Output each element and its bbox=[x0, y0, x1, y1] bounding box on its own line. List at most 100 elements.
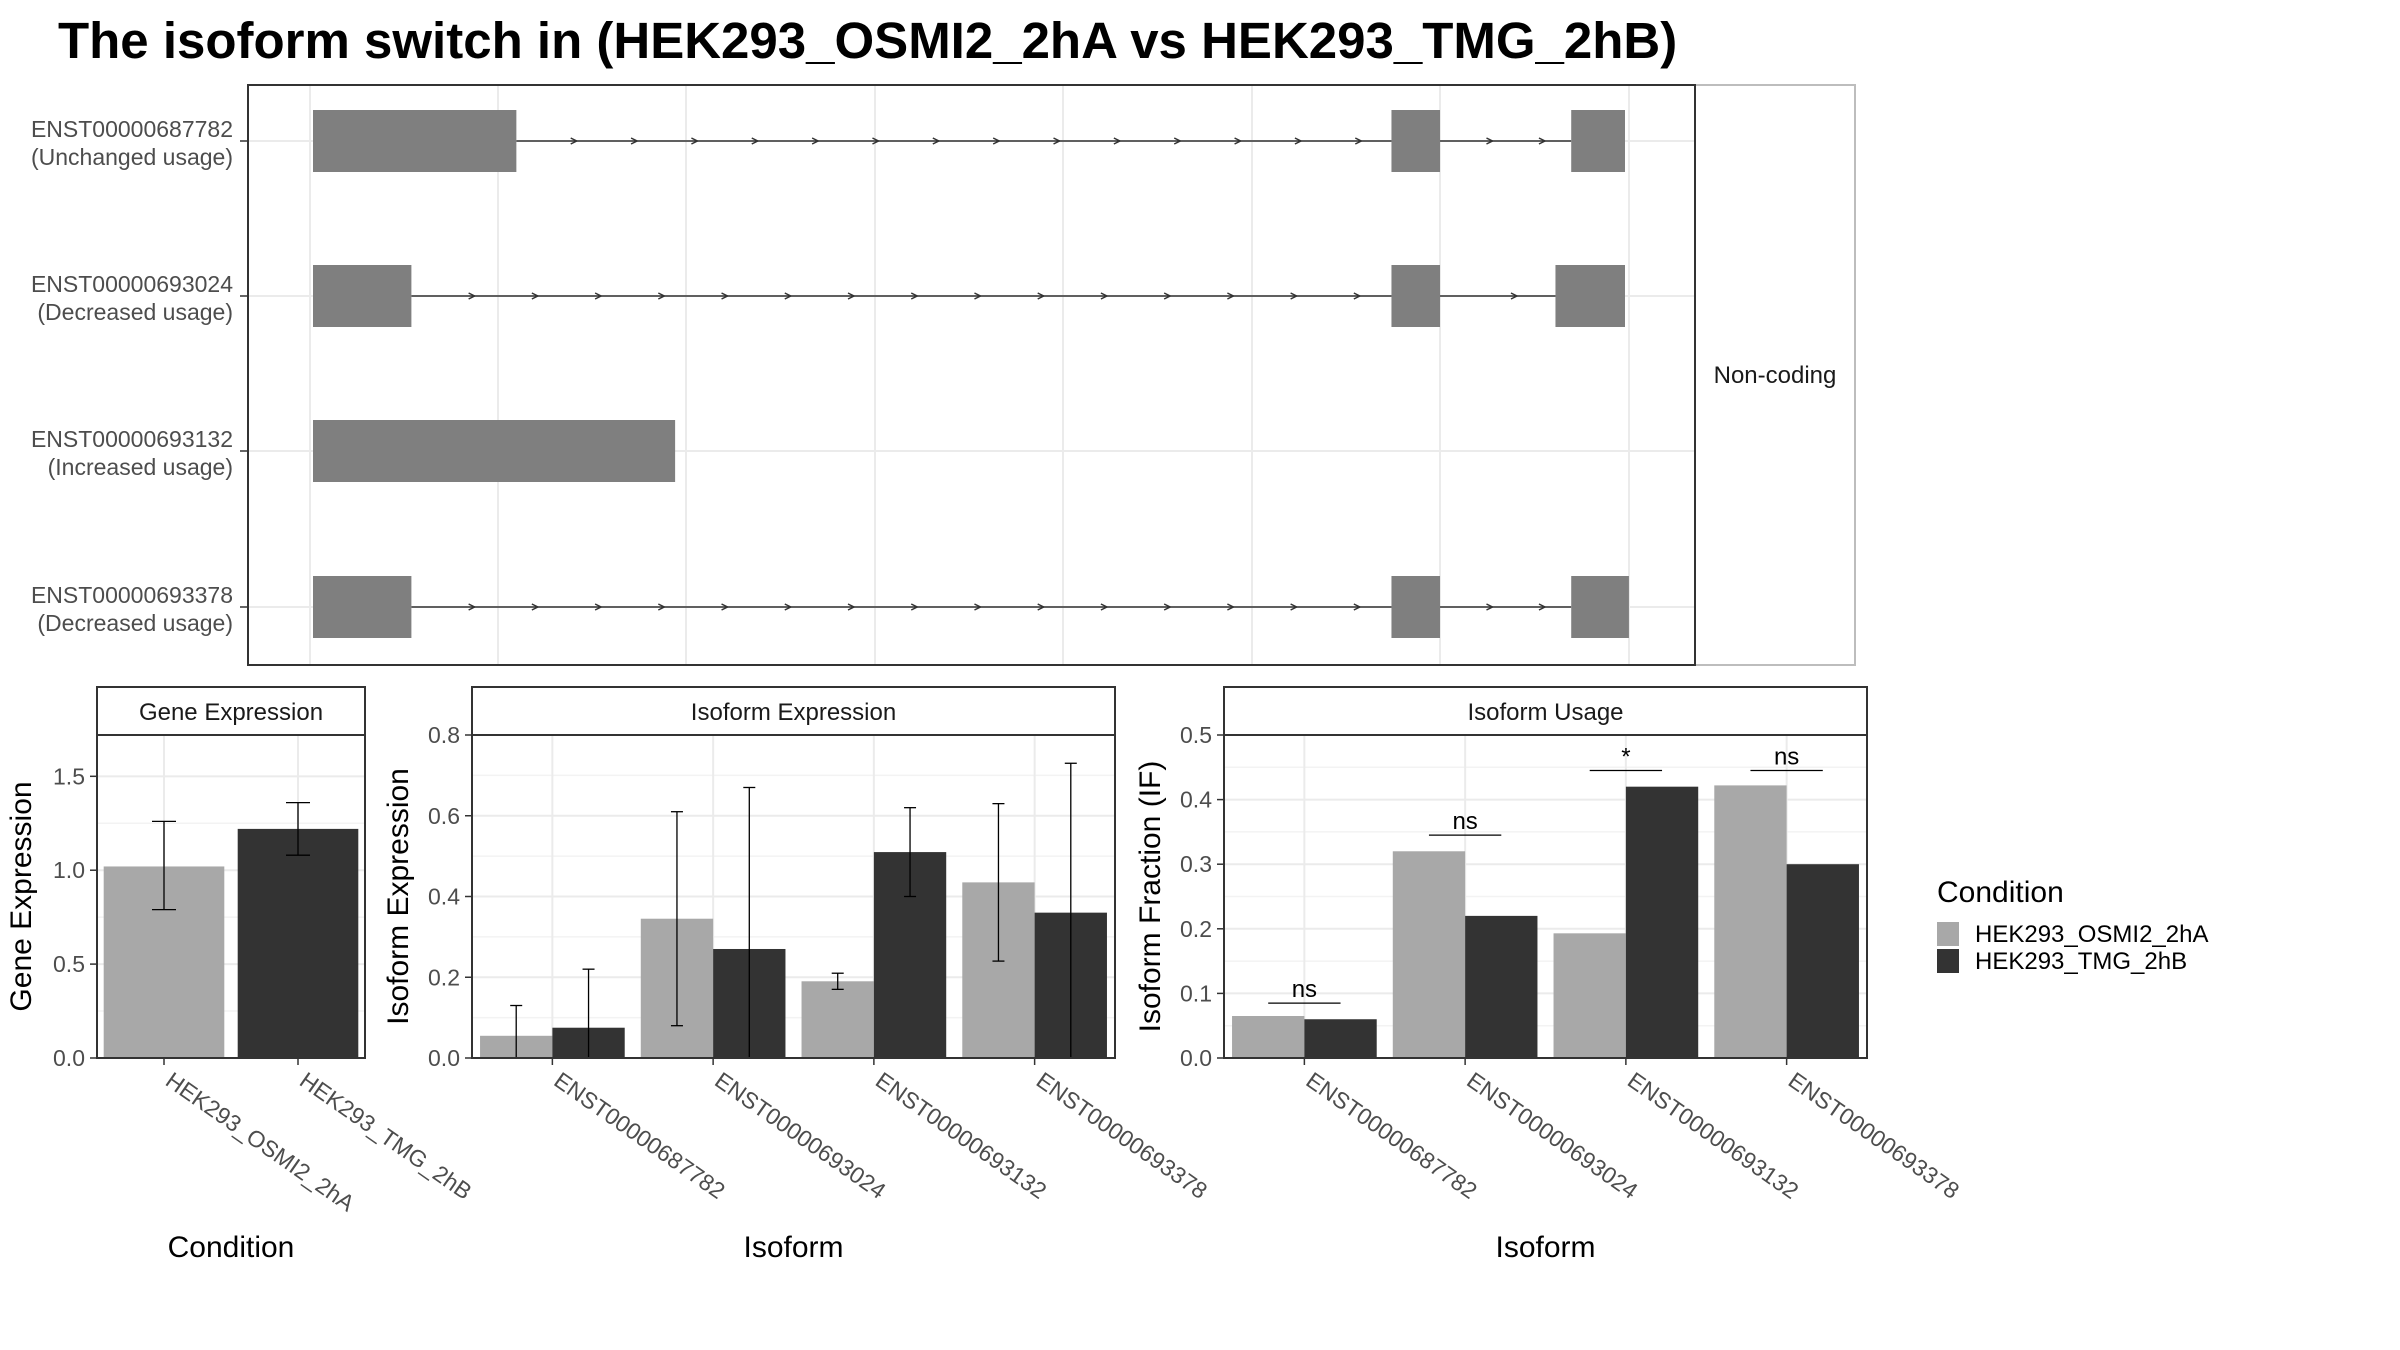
x-tick-label: ENST00000693024 bbox=[1462, 1067, 1643, 1204]
bar bbox=[1714, 785, 1787, 1058]
intron-arrow bbox=[1538, 603, 1547, 611]
intron-arrow bbox=[1538, 137, 1547, 145]
intron-arrow bbox=[1353, 292, 1362, 300]
intron-arrow bbox=[910, 292, 919, 300]
intron-arrow bbox=[721, 292, 730, 300]
plot-border bbox=[1223, 734, 1868, 1059]
intron-arrow bbox=[630, 137, 639, 145]
legend-label: HEK293_TMG_2hB bbox=[1975, 948, 2187, 975]
x-tick-label: ENST00000693378 bbox=[1032, 1067, 1212, 1204]
intron-arrow bbox=[691, 137, 700, 145]
intron-arrow bbox=[1173, 137, 1182, 145]
intron-arrow bbox=[531, 292, 540, 300]
significance-label: ns bbox=[1452, 808, 1477, 835]
facet-label: Non-coding bbox=[1714, 362, 1837, 389]
intron-arrow bbox=[657, 292, 666, 300]
intron-arrow bbox=[1290, 603, 1299, 611]
y-tick-label: 0.0 bbox=[428, 1045, 460, 1071]
y-tick-label: 0.5 bbox=[1180, 722, 1212, 748]
exon bbox=[1391, 265, 1441, 327]
intron-arrow bbox=[1053, 137, 1062, 145]
strip-header bbox=[1223, 686, 1868, 736]
intron-arrow bbox=[468, 603, 477, 611]
plot-border bbox=[96, 734, 366, 1059]
y-tick-label: 0.1 bbox=[1180, 980, 1212, 1006]
intron-arrow bbox=[1353, 603, 1362, 611]
intron-arrow bbox=[468, 292, 477, 300]
x-axis-title: Isoform bbox=[1495, 1231, 1595, 1264]
exon bbox=[313, 265, 412, 327]
bar bbox=[1625, 786, 1699, 1058]
legend-title: Condition bbox=[1937, 876, 2064, 909]
significance-label: * bbox=[1621, 744, 1630, 771]
intron-arrow bbox=[1234, 137, 1243, 145]
x-tick-label: ENST00000693132 bbox=[871, 1067, 1051, 1204]
intron-arrow bbox=[657, 603, 666, 611]
intron-arrow bbox=[872, 137, 881, 145]
exon bbox=[313, 576, 412, 638]
strip-title: Gene Expression bbox=[139, 699, 323, 726]
x-tick-label: ENST00000687782 bbox=[1302, 1067, 1482, 1204]
intron-arrow bbox=[1227, 292, 1236, 300]
track-id-label: ENST00000693378 bbox=[31, 582, 233, 608]
y-tick-label: 1.0 bbox=[53, 857, 85, 883]
intron-arrow bbox=[974, 603, 983, 611]
exon bbox=[313, 110, 517, 172]
exon bbox=[1571, 110, 1625, 172]
y-tick-label: 0.6 bbox=[428, 803, 460, 829]
legend-swatch bbox=[1937, 922, 1959, 946]
x-axis-title: Isoform bbox=[743, 1231, 843, 1264]
intron-arrow bbox=[570, 137, 579, 145]
exon bbox=[1391, 110, 1441, 172]
exon bbox=[1391, 576, 1441, 638]
y-tick-label: 1.5 bbox=[53, 763, 85, 789]
intron-arrow bbox=[1163, 603, 1172, 611]
strip-header bbox=[471, 686, 1116, 736]
isoform-usage-panel: Isoform Usage 0.0 0.1 0.2 0.3 0.4 0.5 ns ns * ns EN… bbox=[1134, 686, 1964, 1264]
legend-swatch bbox=[1937, 949, 1959, 973]
intron-arrow bbox=[974, 292, 983, 300]
legend-label: HEK293_OSMI2_2hA bbox=[1975, 921, 2208, 948]
intron-arrow bbox=[1037, 292, 1046, 300]
x-tick-label: ENST00000693024 bbox=[710, 1067, 891, 1204]
intron-arrow bbox=[784, 603, 793, 611]
y-tick-label: 0.4 bbox=[428, 884, 460, 910]
figure-title: The isoform switch in (HEK293_OSMI2_2hA … bbox=[58, 12, 1677, 69]
x-tick-label: ENST00000693378 bbox=[1784, 1067, 1964, 1204]
intron-arrow bbox=[784, 292, 793, 300]
intron-arrow bbox=[1037, 603, 1046, 611]
y-tick-label: 0.0 bbox=[1180, 1045, 1212, 1071]
bar bbox=[1304, 1019, 1377, 1058]
significance-label: ns bbox=[1292, 976, 1317, 1003]
intron-arrow bbox=[992, 137, 1001, 145]
track-usage-label: (Unchanged usage) bbox=[31, 144, 233, 170]
bar bbox=[237, 828, 359, 1058]
bar bbox=[801, 981, 874, 1058]
x-tick-label: ENST00000693132 bbox=[1623, 1067, 1803, 1204]
y-tick-label: 0.2 bbox=[428, 964, 460, 990]
plot-border bbox=[471, 734, 1116, 1059]
structure-background bbox=[248, 85, 1695, 665]
bar bbox=[1232, 1016, 1305, 1058]
y-axis-title: Gene Expression bbox=[5, 781, 38, 1011]
exon bbox=[313, 420, 676, 482]
x-tick-label: ENST00000687782 bbox=[550, 1067, 730, 1204]
y-tick-label: 0.8 bbox=[428, 722, 460, 748]
intron-arrow bbox=[1486, 137, 1495, 145]
track-usage-label: (Decreased usage) bbox=[37, 299, 233, 325]
bar bbox=[1392, 851, 1466, 1058]
strip-title: Isoform Usage bbox=[1467, 699, 1623, 726]
exon bbox=[1571, 576, 1629, 638]
intron-arrow bbox=[1510, 292, 1519, 300]
intron-arrow bbox=[1294, 137, 1303, 145]
intron-arrow bbox=[594, 603, 603, 611]
bar bbox=[1465, 915, 1538, 1058]
intron-arrow bbox=[1486, 603, 1495, 611]
intron-arrow bbox=[1227, 603, 1236, 611]
track-id-label: ENST00000693024 bbox=[31, 271, 233, 297]
track-usage-label: (Increased usage) bbox=[48, 454, 233, 480]
exon bbox=[1555, 265, 1625, 327]
track-id-label: ENST00000687782 bbox=[31, 116, 233, 142]
